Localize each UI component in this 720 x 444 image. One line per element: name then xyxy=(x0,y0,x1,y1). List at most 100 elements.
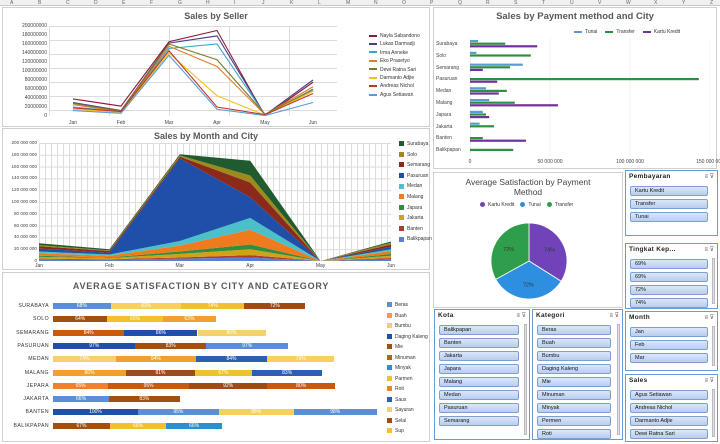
slicer-item[interactable]: Roti xyxy=(537,429,611,439)
column-label[interactable]: B xyxy=(38,0,42,6)
clear-filter-icon[interactable]: ≡ ⊽ xyxy=(704,378,714,384)
slicer-item[interactable]: Dewi Ratna Sari xyxy=(630,429,708,439)
legend-entry: Tunai xyxy=(520,201,541,209)
scrollbar[interactable] xyxy=(712,389,715,437)
slicer-item[interactable]: Permen xyxy=(537,416,611,426)
column-label[interactable]: G xyxy=(178,0,182,6)
slicer-item[interactable]: Banten xyxy=(439,338,519,348)
slicer-item[interactable]: Mie xyxy=(537,377,611,387)
sales-by-payment-city-chart[interactable]: Sales by Payment method and City Tunai Tr… xyxy=(433,7,720,169)
slicer-item[interactable]: Minyak xyxy=(537,403,611,413)
column-label[interactable]: M xyxy=(346,0,351,6)
x-tick-label: 100 000 000 xyxy=(616,159,644,165)
slicer-item[interactable]: Jakarta xyxy=(439,351,519,361)
column-label[interactable]: V xyxy=(598,0,602,6)
slicer-item[interactable]: Jan xyxy=(630,327,708,337)
column-label[interactable]: F xyxy=(150,0,154,6)
slicer-item[interactable]: Feb xyxy=(630,340,708,350)
slicer-item[interactable]: Daging Kaleng xyxy=(537,364,611,374)
slicer-item[interactable]: Malang xyxy=(439,377,519,387)
slicer-item[interactable]: Pasuruan xyxy=(439,403,519,413)
slicer-item[interactable]: Balikpapan xyxy=(439,325,519,335)
legend-entry: Balikpapan xyxy=(399,234,432,245)
slicer-item[interactable]: Transfer xyxy=(630,199,708,209)
column-label[interactable]: U xyxy=(570,0,574,6)
y-tick-label: 100000000 xyxy=(21,68,47,74)
column-label[interactable]: L xyxy=(318,0,321,6)
slicer-tingkat-kepuasan[interactable]: Tingkat Kep... ≡ ⊽ 69% 69% 72% 74% xyxy=(625,243,718,309)
column-label[interactable]: I xyxy=(234,0,236,6)
x-tick-label: Feb xyxy=(116,120,126,126)
slicer-bulan[interactable]: Month ≡ ⊽ Jan Feb Mar xyxy=(625,311,718,371)
x-tick-label: May xyxy=(315,263,326,269)
column-label[interactable]: R xyxy=(486,0,490,6)
legend-entry: Surabaya xyxy=(399,139,432,150)
series-line xyxy=(72,29,314,116)
bar-segment: 74% xyxy=(181,303,245,309)
slicer-item[interactable]: Darmanto Adjie xyxy=(630,416,708,426)
slicer-kota[interactable]: Kota ≡ ⊽ Balikpapan Banten Jakarta Japara Mala… xyxy=(434,309,530,440)
slicer-pembayaran[interactable]: Pembayaran ≡ ⊽ Kartu Kredit Transfer Tunai xyxy=(625,170,718,236)
scrollbar[interactable] xyxy=(712,258,715,304)
clear-filter-icon[interactable]: ≡ ⊽ xyxy=(704,174,714,180)
column-label[interactable]: E xyxy=(122,0,126,6)
bar-segment: 94% xyxy=(115,356,196,363)
column-label[interactable]: D xyxy=(94,0,98,6)
series-line xyxy=(72,49,314,116)
slicer-sales[interactable]: Sales ≡ ⊽ Agus Setiawan Andreas Nichol Darma… xyxy=(625,374,718,442)
satisfaction-city-category-chart[interactable]: AVERAGE SATISFACTION BY CITY AND CATEGOR… xyxy=(2,272,430,442)
column-label[interactable]: P xyxy=(430,0,434,6)
column-label[interactable]: Q xyxy=(458,0,462,6)
scrollbar[interactable] xyxy=(712,326,715,366)
column-label[interactable]: W xyxy=(626,0,631,6)
slicer-item[interactable]: Bumbu xyxy=(537,351,611,361)
y-tick-label: 40 000 000 xyxy=(14,234,37,240)
x-tick-label: 50 000 000 xyxy=(537,159,563,165)
satisfaction-by-payment-pie[interactable]: Average Satisfaction by Payment Method K… xyxy=(433,172,623,308)
clear-filter-icon[interactable]: ≡ ⊽ xyxy=(609,313,619,319)
column-label[interactable]: C xyxy=(66,0,70,6)
slicer-item[interactable]: Tunai xyxy=(630,212,708,222)
slicer-item[interactable]: 69% xyxy=(630,259,708,269)
slicer-item[interactable]: Medan xyxy=(439,390,519,400)
legend-entry: Tunai xyxy=(574,28,597,36)
x-tick-label: Jan xyxy=(34,263,44,269)
clear-filter-icon[interactable]: ≡ ⊽ xyxy=(516,313,526,319)
scrollbar[interactable] xyxy=(617,324,620,435)
clear-filter-icon[interactable]: ≡ ⊽ xyxy=(704,315,714,321)
sales-by-month-city-chart[interactable]: Sales by Month and City 200 000 000 180 0… xyxy=(2,128,432,270)
column-label[interactable]: Z xyxy=(710,0,714,6)
column-label[interactable]: J xyxy=(262,0,265,6)
y-tick-label: Medan xyxy=(436,88,452,95)
column-label[interactable]: K xyxy=(290,0,294,6)
slicer-item[interactable]: Buah xyxy=(537,338,611,348)
slicer-kategori[interactable]: Kategori ≡ ⊽ Beras Buah Bumbu Daging Kaleng Mi… xyxy=(532,309,623,440)
clear-filter-icon[interactable]: ≡ ⊽ xyxy=(704,247,714,253)
chart-title: Sales by Month and City xyxy=(153,131,258,141)
slicer-item[interactable]: Semarang xyxy=(439,416,519,426)
column-label[interactable]: H xyxy=(206,0,210,6)
series-line xyxy=(72,54,314,116)
slicer-item[interactable]: 74% xyxy=(630,298,708,308)
slicer-item[interactable]: Minuman xyxy=(537,390,611,400)
slicer-item[interactable]: Agus Setiawan xyxy=(630,390,708,400)
column-label[interactable]: T xyxy=(542,0,546,6)
sales-by-seller-chart[interactable]: Sales by Seller 200000000 180000000 160000… xyxy=(2,7,430,127)
column-label[interactable]: Y xyxy=(682,0,686,6)
slicer-item[interactable]: Andreas Nichol xyxy=(630,403,708,413)
column-label[interactable]: S xyxy=(514,0,518,6)
slicer-item[interactable]: Mar xyxy=(630,353,708,363)
bar-segment: 95% xyxy=(108,382,189,389)
slicer-item[interactable]: 72% xyxy=(630,285,708,295)
slicer-item[interactable]: 69% xyxy=(630,272,708,282)
bar-segment: 64% xyxy=(53,316,108,323)
column-label[interactable]: N xyxy=(374,0,378,6)
bar xyxy=(470,68,483,71)
column-label[interactable]: O xyxy=(402,0,406,6)
column-label[interactable]: X xyxy=(654,0,658,6)
slicer-item[interactable]: Beras xyxy=(537,325,611,335)
slicer-item[interactable]: Kartu Kredit xyxy=(630,186,708,196)
scrollbar[interactable] xyxy=(524,324,527,435)
slicer-item[interactable]: Japara xyxy=(439,364,519,374)
column-label[interactable]: A xyxy=(10,0,14,6)
